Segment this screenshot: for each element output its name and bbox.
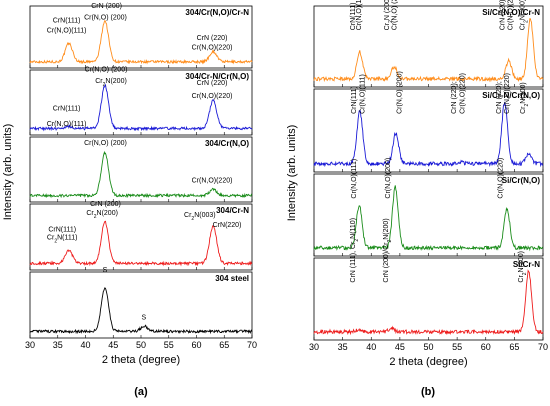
panel-title: Si/Cr-N <box>513 260 540 269</box>
peak-label: Cr(N,O) (200) <box>84 15 127 22</box>
peak-label: Cr(N,O)(111) <box>356 0 363 30</box>
peak-label: Cr(N,O)(220) <box>192 178 233 185</box>
peak-label: Cr(N,O)(220) <box>504 73 511 114</box>
peak-label: Cr(N,O)(220) <box>192 44 233 51</box>
peak-label: Cr2N(200) <box>86 210 118 220</box>
x-tick-label: 50 <box>423 342 433 352</box>
x-tick-label: 65 <box>219 340 229 350</box>
x-tick-label: 60 <box>191 340 201 350</box>
peak-label: Cr(N,O)(111) <box>47 28 87 35</box>
peak-label: CrN (200)/Cr2N(200) <box>383 218 393 282</box>
peak-label: Cr2N(111) <box>47 235 78 245</box>
peak-label: Cr(N,O) (200) <box>391 0 398 30</box>
x-tick-label: 70 <box>247 340 257 350</box>
peak-label: CrN (200) <box>90 201 121 208</box>
x-tick-label: 55 <box>164 340 174 350</box>
panel-title: 304/Cr-N <box>216 206 249 215</box>
peak-label: Cr2N(003) <box>184 212 216 222</box>
panel-title: 304/Cr(N,O) <box>205 139 249 148</box>
panel-title: Si/Cr(N,O) <box>502 176 541 185</box>
figure-caption: (a) <box>134 386 148 398</box>
peak-label: Cr(N,O) (200) <box>84 140 127 147</box>
peak-label: Cr(N,O)(111) <box>359 74 366 114</box>
xrd-trace-1 <box>313 18 544 83</box>
peak-label: Cr(N,O) (200) <box>85 66 128 73</box>
xrd-trace-2 <box>313 101 544 168</box>
panel-frame <box>313 257 544 341</box>
x-tick-label: 45 <box>108 340 118 350</box>
xrd-trace-3 <box>313 185 544 252</box>
peak-label: S <box>103 267 108 274</box>
peak-label: CrN (220); <box>451 81 458 114</box>
peak-label: Cr2N(300) <box>518 251 528 283</box>
peak-label: Cr(N,O)(220) <box>508 0 515 30</box>
peak-label: CrN (220) <box>197 35 228 42</box>
x-tick-label: 30 <box>309 342 319 352</box>
peak-label: S <box>141 315 146 322</box>
x-tick-label: 55 <box>452 342 462 352</box>
x-axis-label: 2 theta (degree) <box>102 354 180 366</box>
peak-label: Cr2N(200) <box>95 78 127 88</box>
peak-label: Cr(N,O)(200) <box>385 158 392 199</box>
xrd-trace-5 <box>29 287 253 335</box>
xrd-trace-1 <box>29 19 253 65</box>
peak-label: Cr(N,O)(111) <box>351 159 358 199</box>
figure-caption: (b) <box>421 386 435 398</box>
x-tick-label: 40 <box>366 342 376 352</box>
peak-label: Cr(N,O)(220) <box>497 158 504 199</box>
panel-title: 304/Cr(N,O)/Cr-N <box>185 8 249 17</box>
panel-title: Si/Cr-N/Cr(N,O) <box>482 91 540 100</box>
peak-label: CrN (220); <box>496 81 503 114</box>
peak-label: Cr(N,O)(220) <box>460 73 467 114</box>
y-axis-label: Intensity (arb. units) <box>286 125 298 222</box>
x-tick-label: 35 <box>53 340 63 350</box>
xrd-trace-2 <box>29 83 253 132</box>
x-tick-label: 70 <box>538 342 548 352</box>
peak-label: CrN(111) <box>53 105 81 112</box>
peak-label: Cr2N(300) <box>520 0 530 30</box>
panel-title: 304 steel <box>215 274 249 283</box>
xrd-trace-3 <box>29 150 253 199</box>
peak-label: CrN(111) <box>351 86 358 114</box>
x-axis-label: 2 theta (degree) <box>389 356 467 368</box>
peak-label: Cr(N,O)(220) <box>192 93 233 100</box>
x-tick-label: 35 <box>338 342 348 352</box>
peak-label: Cr(N,O)(111) <box>47 121 87 128</box>
x-tick-label: 40 <box>80 340 90 350</box>
peak-label: Cr2N (200) <box>384 0 394 30</box>
peak-label: Cr(N,O) (200) <box>397 71 404 114</box>
panel-title: 304/Cr-N/Cr(N,O) <box>185 72 249 81</box>
peak-label: CrN(220) <box>213 222 242 229</box>
panel-title: Si/Cr(N,O)/Cr-N <box>482 8 540 17</box>
x-tick-label: 45 <box>395 342 405 352</box>
xrd-trace-4 <box>313 269 544 336</box>
x-tick-label: 65 <box>509 342 519 352</box>
peak-label: CrN (111), Cr2N(110) <box>350 218 360 283</box>
x-tick-label: 50 <box>136 340 146 350</box>
peak-label: CrN(111) <box>53 18 81 25</box>
xrd-trace-4 <box>29 220 253 267</box>
peak-label: Cr2N(300) <box>520 82 530 114</box>
peak-label: CrN (220) <box>197 80 228 87</box>
peak-label: CrN(111) <box>48 227 76 234</box>
x-tick-label: 60 <box>481 342 491 352</box>
peak-label: CrN (200) <box>91 3 122 10</box>
peak-label: CrN(111) <box>350 3 357 31</box>
peak-label: CrN (220) <box>500 0 507 30</box>
x-tick-label: 30 <box>25 340 35 350</box>
y-axis-label: Intensity (arb. units) <box>2 124 14 221</box>
